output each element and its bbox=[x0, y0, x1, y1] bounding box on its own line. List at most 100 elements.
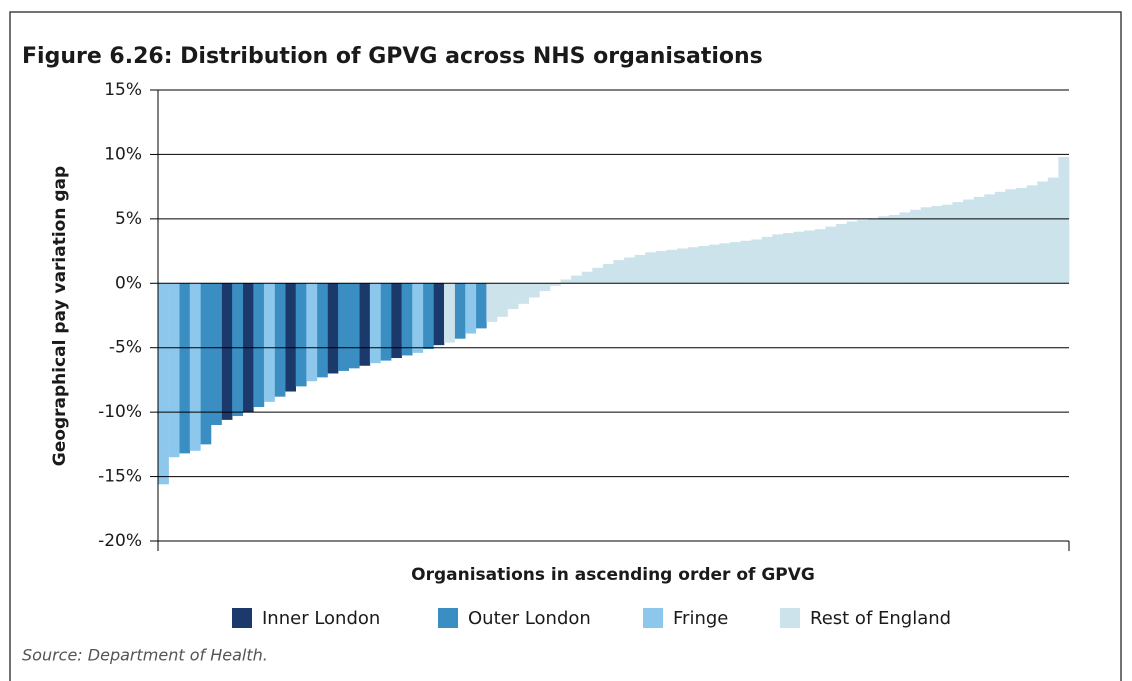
y-axis-label: Geographical pay variation gap bbox=[50, 166, 70, 466]
y-tick-label: -15% bbox=[98, 467, 142, 487]
bar bbox=[1037, 181, 1049, 284]
bar bbox=[253, 283, 265, 407]
bar bbox=[274, 283, 286, 397]
y-tick-label: -5% bbox=[109, 338, 142, 358]
bar bbox=[952, 202, 964, 284]
bar bbox=[539, 283, 551, 292]
bar bbox=[772, 234, 784, 284]
bar bbox=[740, 240, 752, 284]
bar bbox=[804, 230, 816, 284]
bar bbox=[581, 271, 593, 284]
bar bbox=[814, 229, 826, 284]
bar bbox=[168, 283, 180, 458]
legend-swatch bbox=[232, 608, 252, 628]
bar bbox=[931, 205, 943, 284]
bar bbox=[338, 283, 349, 371]
y-tick-label: 0% bbox=[115, 273, 142, 293]
bar bbox=[263, 283, 275, 402]
bar bbox=[285, 283, 297, 392]
bar bbox=[698, 245, 710, 284]
bar bbox=[751, 239, 763, 284]
y-tick-label: -10% bbox=[98, 402, 142, 422]
legend-label: Rest of England bbox=[810, 608, 951, 629]
bar bbox=[973, 196, 985, 284]
bar bbox=[306, 283, 318, 382]
legend-swatch bbox=[780, 608, 800, 628]
bar bbox=[878, 216, 890, 284]
bar bbox=[666, 249, 678, 284]
bar bbox=[910, 209, 921, 284]
y-tick-label: -20% bbox=[98, 531, 142, 551]
bar bbox=[391, 283, 402, 359]
bar bbox=[507, 283, 519, 310]
bar bbox=[592, 267, 604, 284]
bar bbox=[348, 283, 360, 369]
bar bbox=[984, 194, 996, 284]
bar bbox=[920, 207, 932, 284]
bar bbox=[899, 212, 911, 284]
bar bbox=[422, 283, 434, 350]
bar bbox=[613, 260, 625, 284]
bar bbox=[401, 283, 413, 356]
legend-label: Outer London bbox=[468, 608, 591, 629]
legend-swatch bbox=[438, 608, 458, 628]
bar bbox=[867, 218, 879, 284]
bar bbox=[1016, 187, 1027, 284]
bar bbox=[465, 283, 477, 334]
bar bbox=[888, 214, 900, 284]
bar bbox=[994, 191, 1006, 284]
bar bbox=[825, 226, 837, 284]
bar bbox=[380, 283, 392, 361]
bar bbox=[200, 283, 212, 445]
bar bbox=[475, 283, 487, 329]
bar bbox=[655, 251, 667, 284]
chart-title: Figure 6.26: Distribution of GPVG across… bbox=[22, 44, 763, 69]
bars bbox=[158, 157, 1070, 485]
y-tick-label: 10% bbox=[104, 144, 142, 164]
bar bbox=[454, 283, 466, 339]
x-axis-label: Organisations in ascending order of GPVG bbox=[411, 565, 815, 585]
bar bbox=[793, 231, 805, 284]
bar bbox=[518, 283, 530, 304]
y-tick-label: 15% bbox=[104, 80, 142, 100]
legend-label: Fringe bbox=[673, 608, 728, 629]
bar bbox=[1058, 157, 1070, 284]
bar bbox=[730, 242, 741, 284]
bar bbox=[560, 279, 572, 284]
bar bbox=[232, 283, 244, 417]
bar bbox=[687, 247, 699, 284]
bar bbox=[677, 248, 688, 284]
bar bbox=[846, 221, 858, 284]
bar bbox=[316, 283, 328, 378]
bar bbox=[444, 283, 455, 343]
bar bbox=[359, 283, 371, 366]
bar bbox=[179, 283, 191, 454]
bar bbox=[528, 283, 540, 298]
bar bbox=[571, 275, 583, 284]
bar bbox=[549, 283, 561, 286]
y-tick-label: 5% bbox=[115, 209, 142, 229]
bar bbox=[782, 233, 794, 284]
bar bbox=[835, 224, 847, 284]
legend-swatch bbox=[643, 608, 663, 628]
bar bbox=[295, 283, 307, 387]
bar bbox=[602, 263, 614, 284]
bar bbox=[327, 283, 339, 374]
bar bbox=[221, 283, 233, 420]
bar bbox=[496, 283, 508, 317]
bar bbox=[1047, 177, 1059, 284]
bar bbox=[719, 243, 731, 284]
bar bbox=[189, 283, 201, 451]
bar bbox=[634, 254, 646, 284]
bar bbox=[1026, 185, 1038, 284]
bar bbox=[210, 283, 222, 426]
bar bbox=[645, 252, 657, 284]
legend-label: Inner London bbox=[262, 608, 380, 629]
bar bbox=[369, 283, 381, 364]
bar bbox=[433, 283, 445, 346]
bar bbox=[486, 283, 498, 322]
bar bbox=[158, 283, 169, 485]
frame bbox=[9, 11, 1122, 681]
source-note: Source: Department of Health. bbox=[22, 646, 268, 665]
